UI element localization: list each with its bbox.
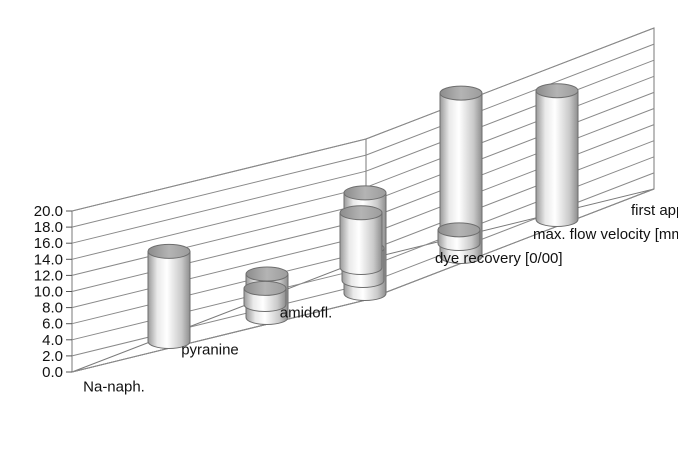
bar-body: [535, 90, 579, 227]
gridline: [71, 43, 655, 228]
y-tick-label: 18.0: [34, 219, 63, 236]
bar-cap: [339, 205, 383, 221]
y-tick-label: 8.0: [42, 300, 63, 317]
series-label: first appear. [d]: [631, 202, 678, 219]
gridline: [71, 27, 655, 212]
y-tick-label: 0.0: [42, 364, 63, 381]
series-label: max. flow velocity [mm/s]: [533, 226, 678, 243]
bar-cylinder: [437, 222, 481, 251]
bar-body: [439, 92, 483, 264]
y-tick-label: 12.0: [34, 267, 63, 284]
y-tick-label: 10.0: [34, 284, 63, 301]
bar-cylinder: [439, 85, 483, 264]
y-tick-label: 2.0: [42, 348, 63, 365]
category-label: amidofl.: [280, 305, 333, 322]
bar-cylinder: [243, 280, 287, 312]
chart-labels: Na-naph. pyranine amidofl. dye recovery [0/…: [83, 202, 678, 396]
bar-cylinder: [339, 205, 383, 275]
y-axis-ticks: 0.02.04.06.08.010.012.014.016.018.020.0: [34, 203, 72, 381]
bar-cap: [439, 85, 483, 101]
series-label: dye recovery [0/00]: [435, 250, 563, 267]
bar-cap: [245, 266, 289, 282]
category-label: pyranine: [181, 342, 239, 359]
bar-cap: [147, 243, 191, 259]
bar-cap: [343, 185, 387, 201]
category-label: Na-naph.: [83, 379, 145, 396]
bar-body: [339, 212, 383, 275]
y-tick-label: 6.0: [42, 316, 63, 333]
y-tick-label: 16.0: [34, 235, 63, 252]
bar-cylinder: [147, 243, 191, 349]
bar-cap: [243, 280, 287, 296]
y-tick-label: 20.0: [34, 203, 63, 220]
y-tick-label: 14.0: [34, 251, 63, 268]
bar-body: [147, 250, 191, 349]
bar-cylinder: [535, 83, 579, 227]
bar-cap: [437, 222, 481, 238]
chart-bars: [147, 83, 579, 349]
y-tick-label: 4.0: [42, 332, 63, 349]
bar-cap: [535, 83, 579, 99]
